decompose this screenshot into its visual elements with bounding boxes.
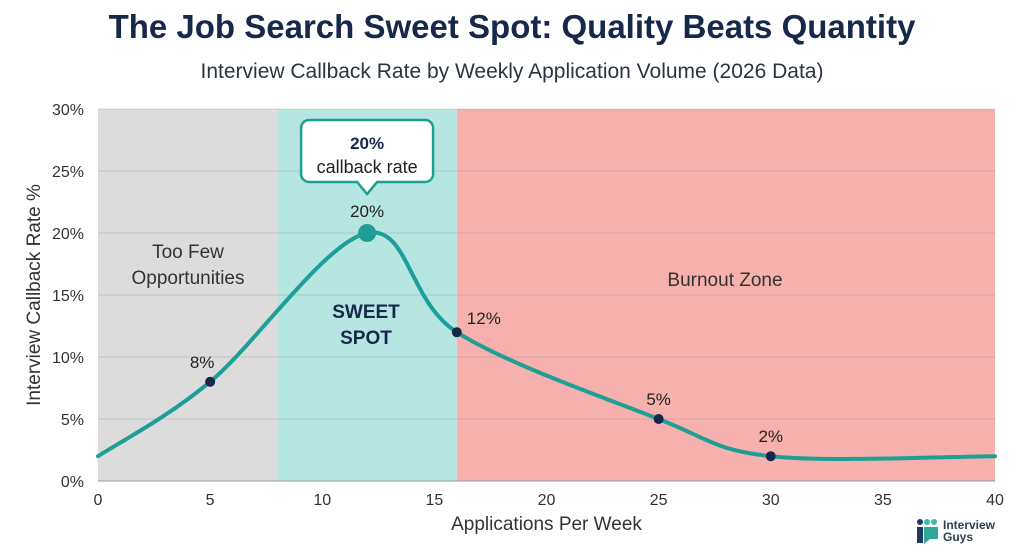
callout-text: callback rate xyxy=(317,157,418,177)
chart-title: The Job Search Sweet Spot: Quality Beats… xyxy=(108,8,916,45)
logo-line2: Guys xyxy=(943,530,974,544)
data-point xyxy=(653,414,664,424)
x-tick-label: 15 xyxy=(425,492,443,509)
chart-subtitle: Interview Callback Rate by Weekly Applic… xyxy=(200,60,824,83)
x-tick-label: 5 xyxy=(206,492,215,509)
data-label: 5% xyxy=(646,390,671,409)
y-tick-label: 10% xyxy=(52,350,84,367)
data-label: 12% xyxy=(467,309,501,328)
region-0 xyxy=(98,109,278,481)
x-tick-label: 10 xyxy=(313,492,331,509)
logo-icon xyxy=(917,519,938,544)
region-2 xyxy=(456,109,995,481)
x-axis-label: Applications Per Week xyxy=(451,514,642,535)
data-point xyxy=(358,224,377,242)
region-label-burnout: Burnout Zone xyxy=(667,270,782,291)
data-label: 20% xyxy=(350,202,384,221)
y-tick-label: 0% xyxy=(61,474,84,491)
y-tick-label: 15% xyxy=(52,288,84,305)
logo-line1: Interview xyxy=(943,518,996,532)
x-tick-label: 20 xyxy=(538,492,556,509)
interview-guys-logo: Interview Guys xyxy=(916,518,995,544)
data-label: 2% xyxy=(758,427,783,446)
y-tick-label: 5% xyxy=(61,412,84,429)
region-label-sweet-spot: SWEET SPOT xyxy=(332,302,400,349)
callout-box xyxy=(299,118,435,196)
data-point xyxy=(765,451,776,462)
x-tick-label: 30 xyxy=(762,492,780,509)
data-label: 8% xyxy=(190,353,215,372)
x-tick-label: 35 xyxy=(874,492,892,509)
y-tick-label: 25% xyxy=(52,164,84,181)
region-label-too-few: Too Few Opportunities xyxy=(131,242,244,289)
x-tick-label: 40 xyxy=(986,492,1004,509)
data-point xyxy=(205,376,216,387)
x-tick-label: 0 xyxy=(94,492,103,509)
y-tick-label: 20% xyxy=(52,226,84,243)
x-tick-label: 25 xyxy=(650,492,668,509)
data-point xyxy=(451,327,462,338)
y-tick-label: 30% xyxy=(52,102,84,119)
callout-value: 20% xyxy=(350,134,384,153)
y-axis-label: Interview Callback Rate % xyxy=(24,184,45,406)
